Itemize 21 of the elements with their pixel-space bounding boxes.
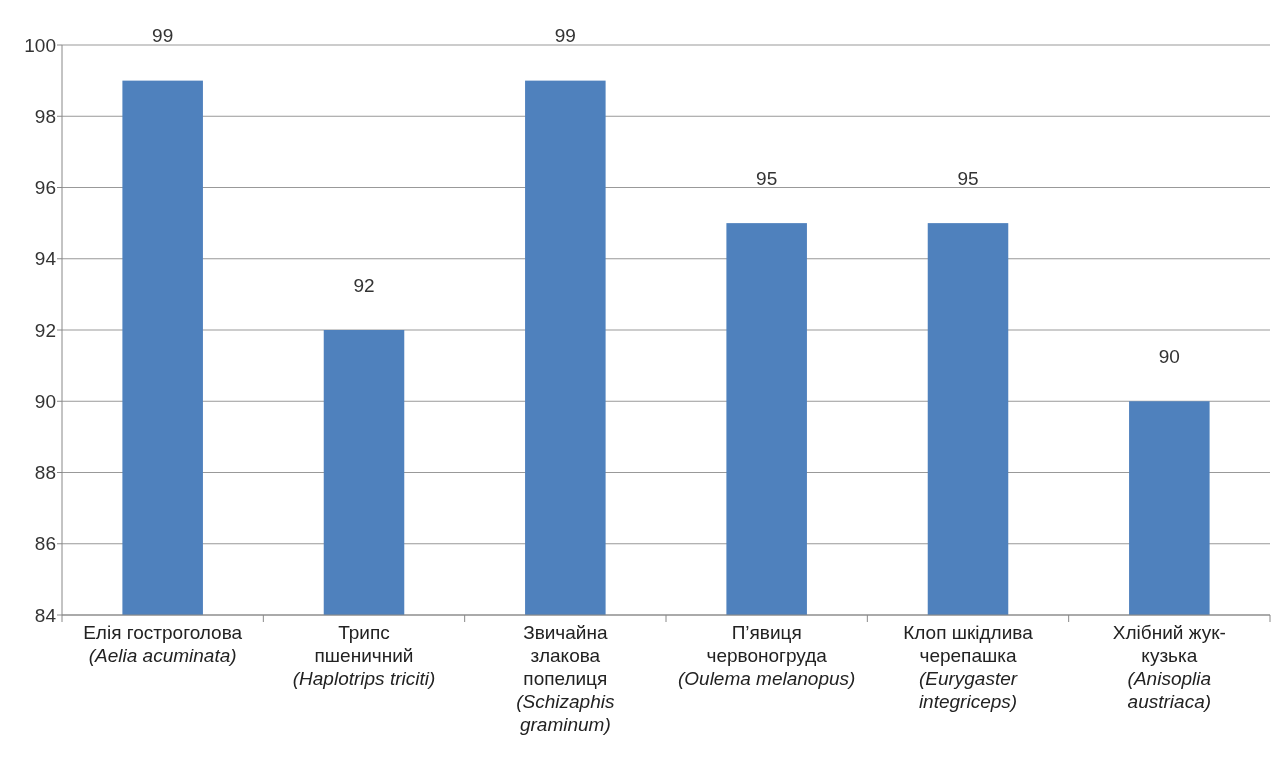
data-label: 99 — [152, 25, 174, 47]
y-tick-label: 92 — [34, 319, 56, 341]
y-tick-label: 98 — [34, 105, 56, 127]
y-tick-label: 86 — [34, 533, 56, 555]
y-tick-label: 96 — [34, 177, 56, 199]
data-label: 92 — [353, 274, 375, 296]
y-tick-label: 100 — [24, 34, 56, 56]
x-tick-label: Клоп шкідлива черепашка (Eurygaster integriceps) — [903, 622, 1034, 712]
x-tick-label: Елія гостроголова (Aelia acuminata) — [83, 622, 243, 666]
data-label: 95 — [756, 167, 778, 189]
x-tick-label: Трипс пшеничний (Haplotrips triciti) — [292, 622, 436, 689]
y-tick-label: 88 — [34, 462, 56, 484]
y-tick-label: 94 — [34, 248, 57, 270]
x-tick-label: Звичайна злакова попелиця (Schizaphis graminum) — [516, 622, 615, 735]
data-label: 90 — [1158, 345, 1180, 367]
x-tick-label: П’явиця червоногруда (Oulema melanopus) — [677, 622, 856, 689]
data-label: 99 — [554, 25, 576, 47]
data-label: 95 — [957, 167, 979, 189]
y-tick-label: 90 — [34, 390, 56, 412]
x-tick-label: Хлібний жук- кузька (Anisoplia austriaca) — [1112, 622, 1226, 712]
y-tick-label: 84 — [34, 604, 57, 626]
